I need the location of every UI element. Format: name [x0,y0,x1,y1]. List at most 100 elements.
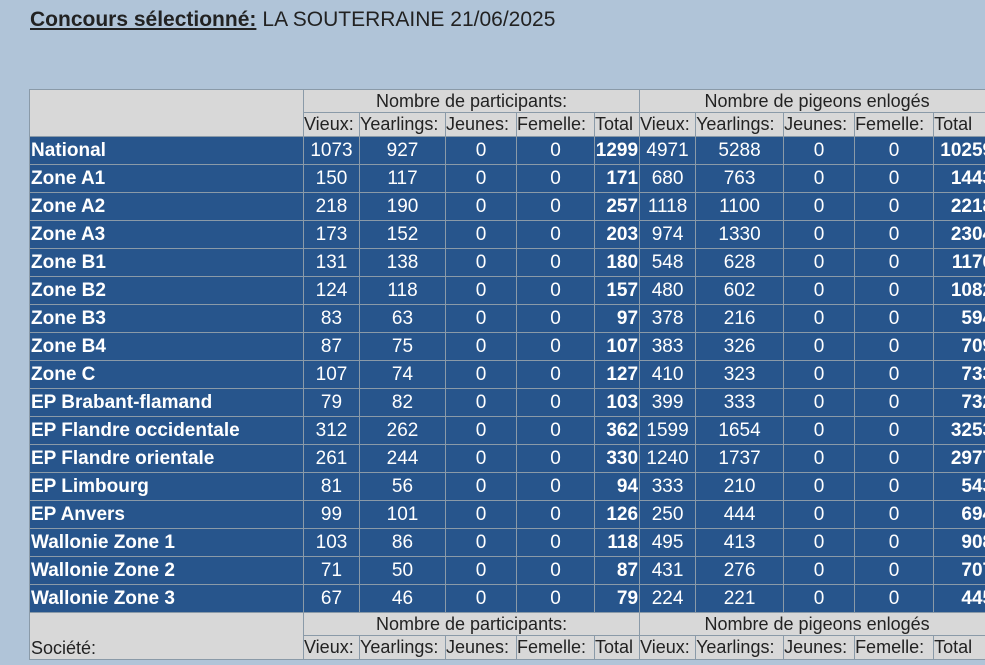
societe-participants-col-header: Total [593,635,641,660]
participants-cell: 262 [359,416,446,445]
pigeons-total-cell: 694 [933,500,985,529]
table-row: Wallonie Zone 36746007922422100445 [29,584,985,613]
participants-cell: 0 [516,304,595,333]
participants-total-cell: 94 [593,472,641,501]
participants-cell: 0 [516,136,595,165]
participants-cell: 0 [445,472,517,501]
pigeons-cell: 323 [695,360,785,389]
table-row: EP Limbourg8156009433321000543 [29,472,985,501]
pigeons-cell: 0 [783,584,856,613]
participants-total-cell: 79 [593,584,641,613]
societe-participants-group-header: Nombre de participants: [302,612,641,636]
table-row: Wallonie Zone 27150008743127600707 [29,556,985,585]
table-row: EP Flandre occidentale 312 262 0 0 362 1599 165… [29,416,985,445]
participants-cell: 0 [445,444,517,473]
selected-contest-value: LA SOUTERRAINE 21/06/2025 [262,8,556,31]
row-name: Zone A2 [29,192,304,221]
participants-cell: 0 [516,248,595,277]
row-name: Zone C [29,360,304,389]
participants-cell: 190 [359,192,446,221]
pigeons-cell: 410 [639,360,697,389]
row-name: Zone B4 [29,332,304,361]
row-name: Zone B1 [29,248,304,277]
pigeons-cell: 0 [783,388,856,417]
pigeons-cell: 0 [854,276,935,305]
participants-cell: 79 [303,388,360,417]
participants-group-header: Nombre de participants: [302,89,641,113]
participants-cell: 218 [303,192,360,221]
participants-cell: 0 [516,332,595,361]
participants-cell: 0 [516,556,595,585]
participants-col-header: Femelle: [516,112,595,137]
pigeons-total-cell: 1082 [933,276,985,305]
pigeons-cell: 0 [854,360,935,389]
pigeons-cell: 5288 [695,136,785,165]
pigeons-cell: 1118 [639,192,697,221]
participants-total-cell: 126 [593,500,641,529]
pigeons-cell: 0 [783,528,856,557]
pigeons-cell: 0 [783,472,856,501]
societe-pigeons-col-header: Vieux: [639,635,697,660]
pigeons-cell: 4971 [639,136,697,165]
participants-col-header: Total [593,112,641,137]
participants-total-cell: 157 [593,276,641,305]
pigeons-cell: 680 [639,164,697,193]
participants-cell: 173 [303,220,360,249]
pigeons-cell: 0 [783,248,856,277]
participants-col-header: Yearlings: [359,112,446,137]
societe-pigeons-col-header: Femelle: [854,635,935,660]
participants-cell: 0 [516,192,595,221]
pigeons-cell: 0 [783,416,856,445]
participants-cell: 86 [359,528,446,557]
pigeons-cell: 0 [854,388,935,417]
participants-total-cell: 257 [593,192,641,221]
participants-cell: 0 [445,136,517,165]
societe-participants-col-header: Vieux: [303,635,360,660]
pigeons-cell: 0 [783,192,856,221]
participants-cell: 103 [303,528,360,557]
table-body: National1073927001299497152880010259Zone… [29,136,985,613]
pigeons-cell: 0 [854,304,935,333]
participants-cell: 0 [445,528,517,557]
pigeons-total-cell: 1443 [933,164,985,193]
pigeons-total-cell: 2304 [933,220,985,249]
participants-cell: 0 [516,220,595,249]
societe-group-header-row: Société: Nombre de participants: Nombre … [29,612,985,660]
participants-total-cell: 362 [593,416,641,445]
row-name: National [29,136,304,165]
pigeons-col-header: Femelle: [854,112,935,137]
participants-cell: 0 [445,360,517,389]
pigeons-cell: 221 [695,584,785,613]
pigeons-cell: 0 [854,444,935,473]
pigeons-total-cell: 10259 [933,136,985,165]
pigeons-cell: 0 [854,248,935,277]
pigeons-cell: 0 [783,360,856,389]
participants-total-cell: 330 [593,444,641,473]
societe-section: Société: Nombre de participants: Nombre … [29,612,985,660]
pigeons-col-header: Total [933,112,985,137]
participants-cell: 0 [516,584,595,613]
participants-cell: 74 [359,360,446,389]
pigeons-cell: 1654 [695,416,785,445]
participants-cell: 131 [303,248,360,277]
pigeons-cell: 1240 [639,444,697,473]
pigeons-group-header: Nombre de pigeons enlogés [639,89,985,113]
participants-cell: 152 [359,220,446,249]
participants-cell: 118 [359,276,446,305]
participants-col-header: Vieux: [303,112,360,137]
participants-cell: 63 [359,304,446,333]
table-row: EP Anvers991010012625044400694 [29,500,985,529]
pigeons-cell: 0 [854,556,935,585]
participants-cell: 82 [359,388,446,417]
pigeons-cell: 480 [639,276,697,305]
societe-pigeons-col-header: Total [933,635,985,660]
pigeons-cell: 431 [639,556,697,585]
pigeons-cell: 1737 [695,444,785,473]
pigeons-cell: 0 [854,584,935,613]
pigeons-cell: 378 [639,304,697,333]
selected-contest-heading: Concours sélectionné: LA SOUTERRAINE 21/0… [30,8,555,32]
pigeons-total-cell: 732 [933,388,985,417]
pigeons-cell: 216 [695,304,785,333]
pigeons-cell: 383 [639,332,697,361]
pigeons-cell: 0 [854,164,935,193]
